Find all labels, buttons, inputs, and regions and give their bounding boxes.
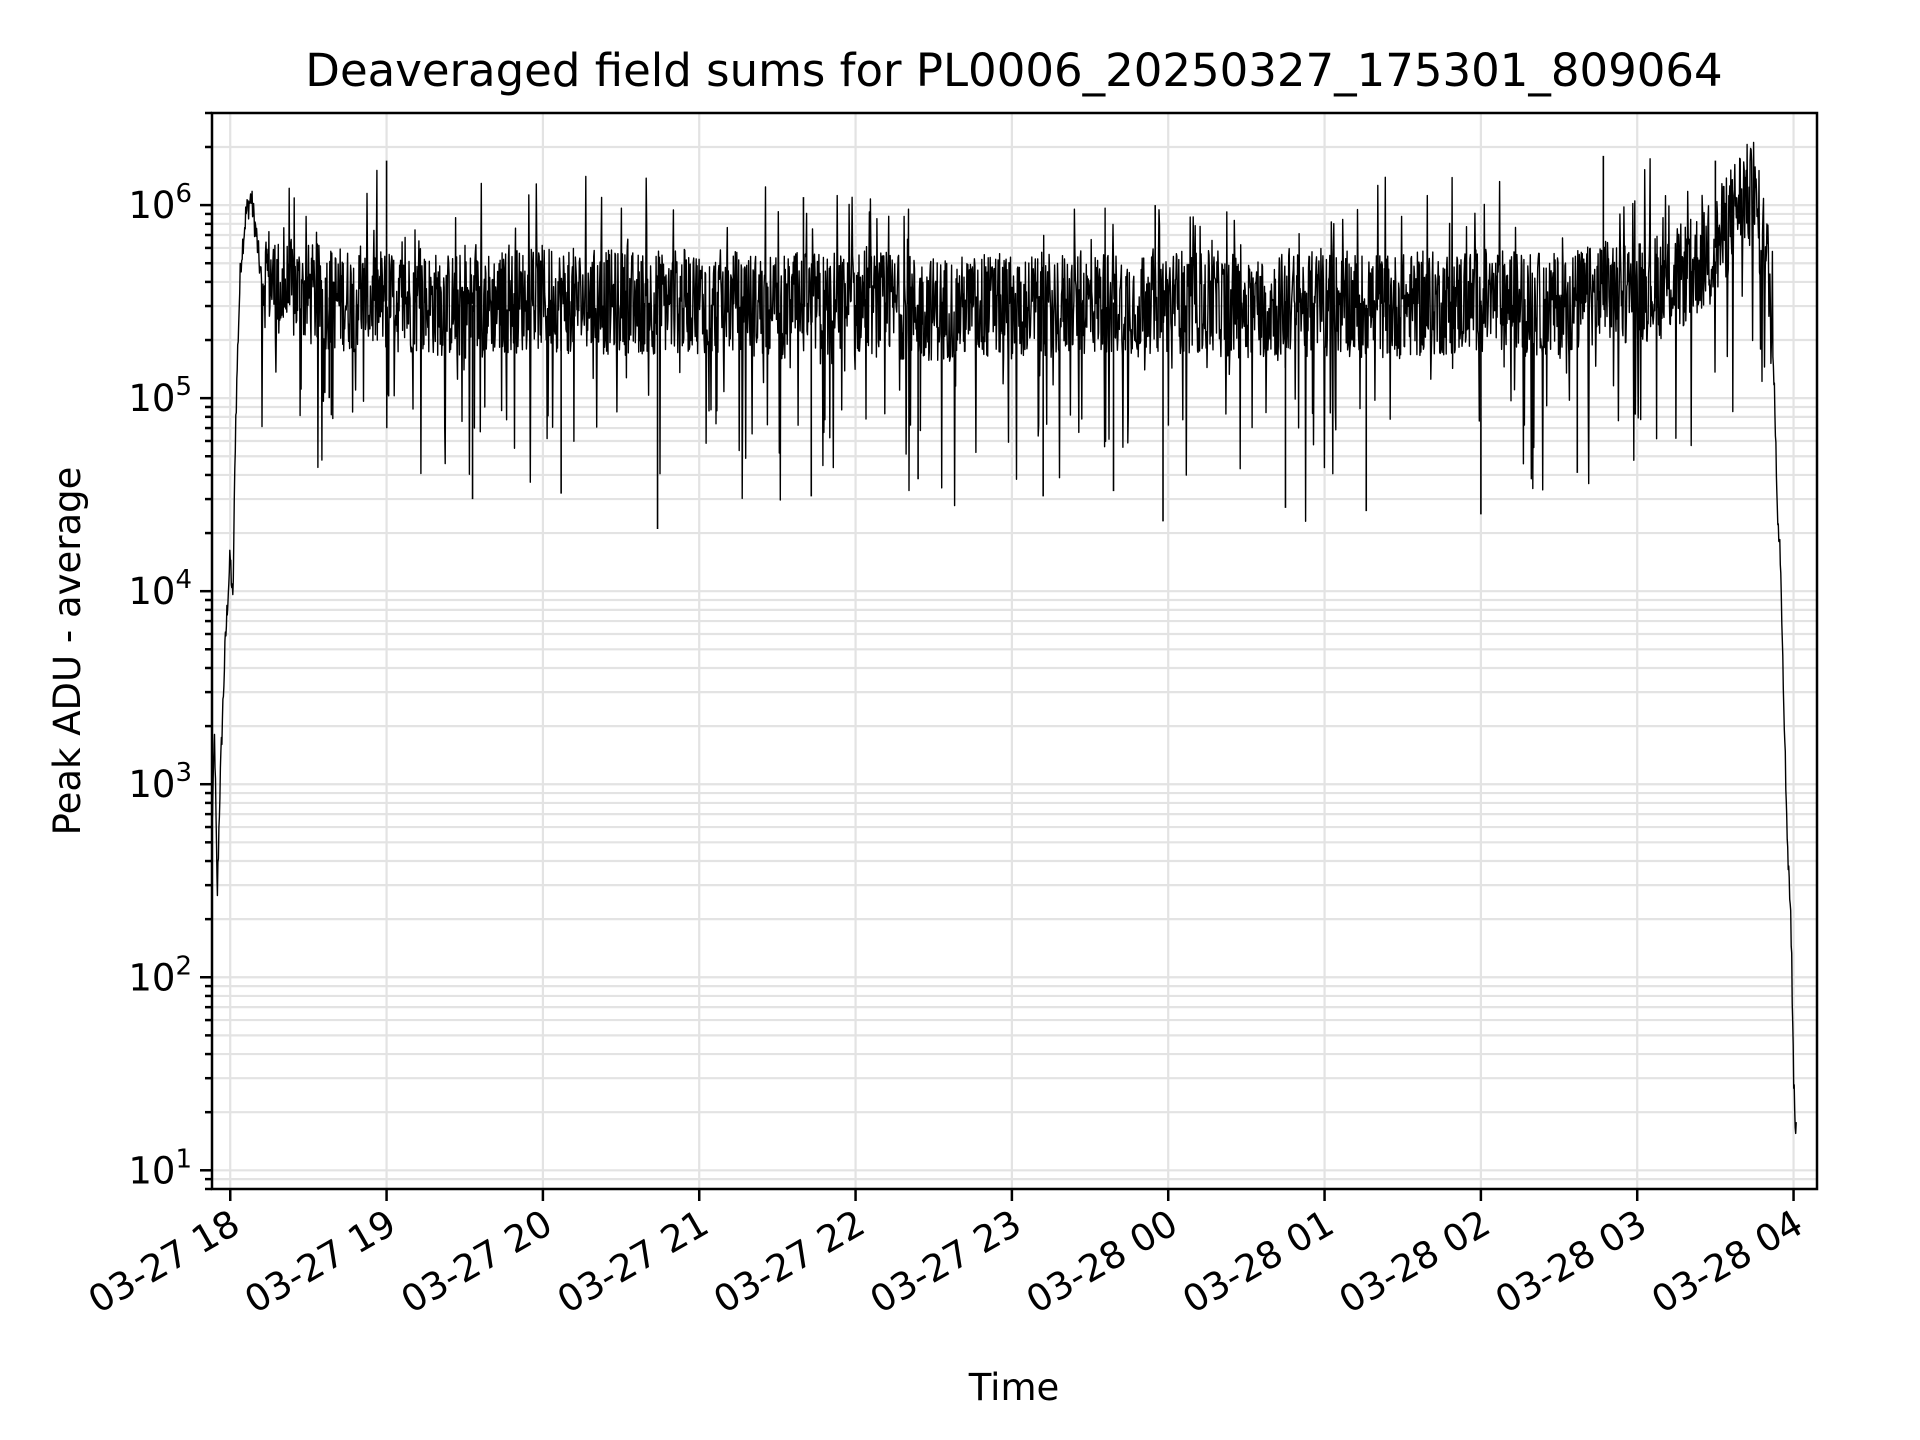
x-tick-label: 03-28 00 xyxy=(1019,1202,1185,1322)
x-tick-label: 03-28 04 xyxy=(1644,1202,1810,1322)
x-tick-label: 03-28 02 xyxy=(1332,1202,1498,1322)
series-line xyxy=(211,141,1797,1135)
x-tick-label: 03-27 20 xyxy=(394,1202,560,1322)
chart-title: Deaveraged field sums for PL0006_2025032… xyxy=(305,44,1722,97)
x-tick-label: 03-27 21 xyxy=(550,1202,716,1322)
y-tick-label: 101 xyxy=(128,1144,192,1192)
x-tick-label: 03-27 18 xyxy=(81,1202,247,1322)
x-axis-label: Time xyxy=(968,1366,1060,1409)
x-tick-label: 03-27 22 xyxy=(706,1202,872,1322)
y-tick-label: 106 xyxy=(128,179,192,227)
x-tick-label: 03-27 19 xyxy=(237,1202,403,1322)
x-tick-label: 03-28 01 xyxy=(1175,1202,1341,1322)
x-tick-label: 03-28 03 xyxy=(1488,1202,1654,1322)
y-axis-label: Peak ADU - average xyxy=(46,467,89,836)
y-tick-label: 104 xyxy=(128,565,192,613)
y-tick-label: 105 xyxy=(128,372,192,420)
y-tick-label: 103 xyxy=(128,758,192,806)
plot-frame xyxy=(210,111,1819,1191)
y-tick-label: 102 xyxy=(128,951,192,999)
y-axis-ticks: 101 102 103 104 105 106 xyxy=(128,111,212,1192)
series-layer xyxy=(211,141,1797,1135)
x-tick-label: 03-27 23 xyxy=(863,1202,1029,1322)
